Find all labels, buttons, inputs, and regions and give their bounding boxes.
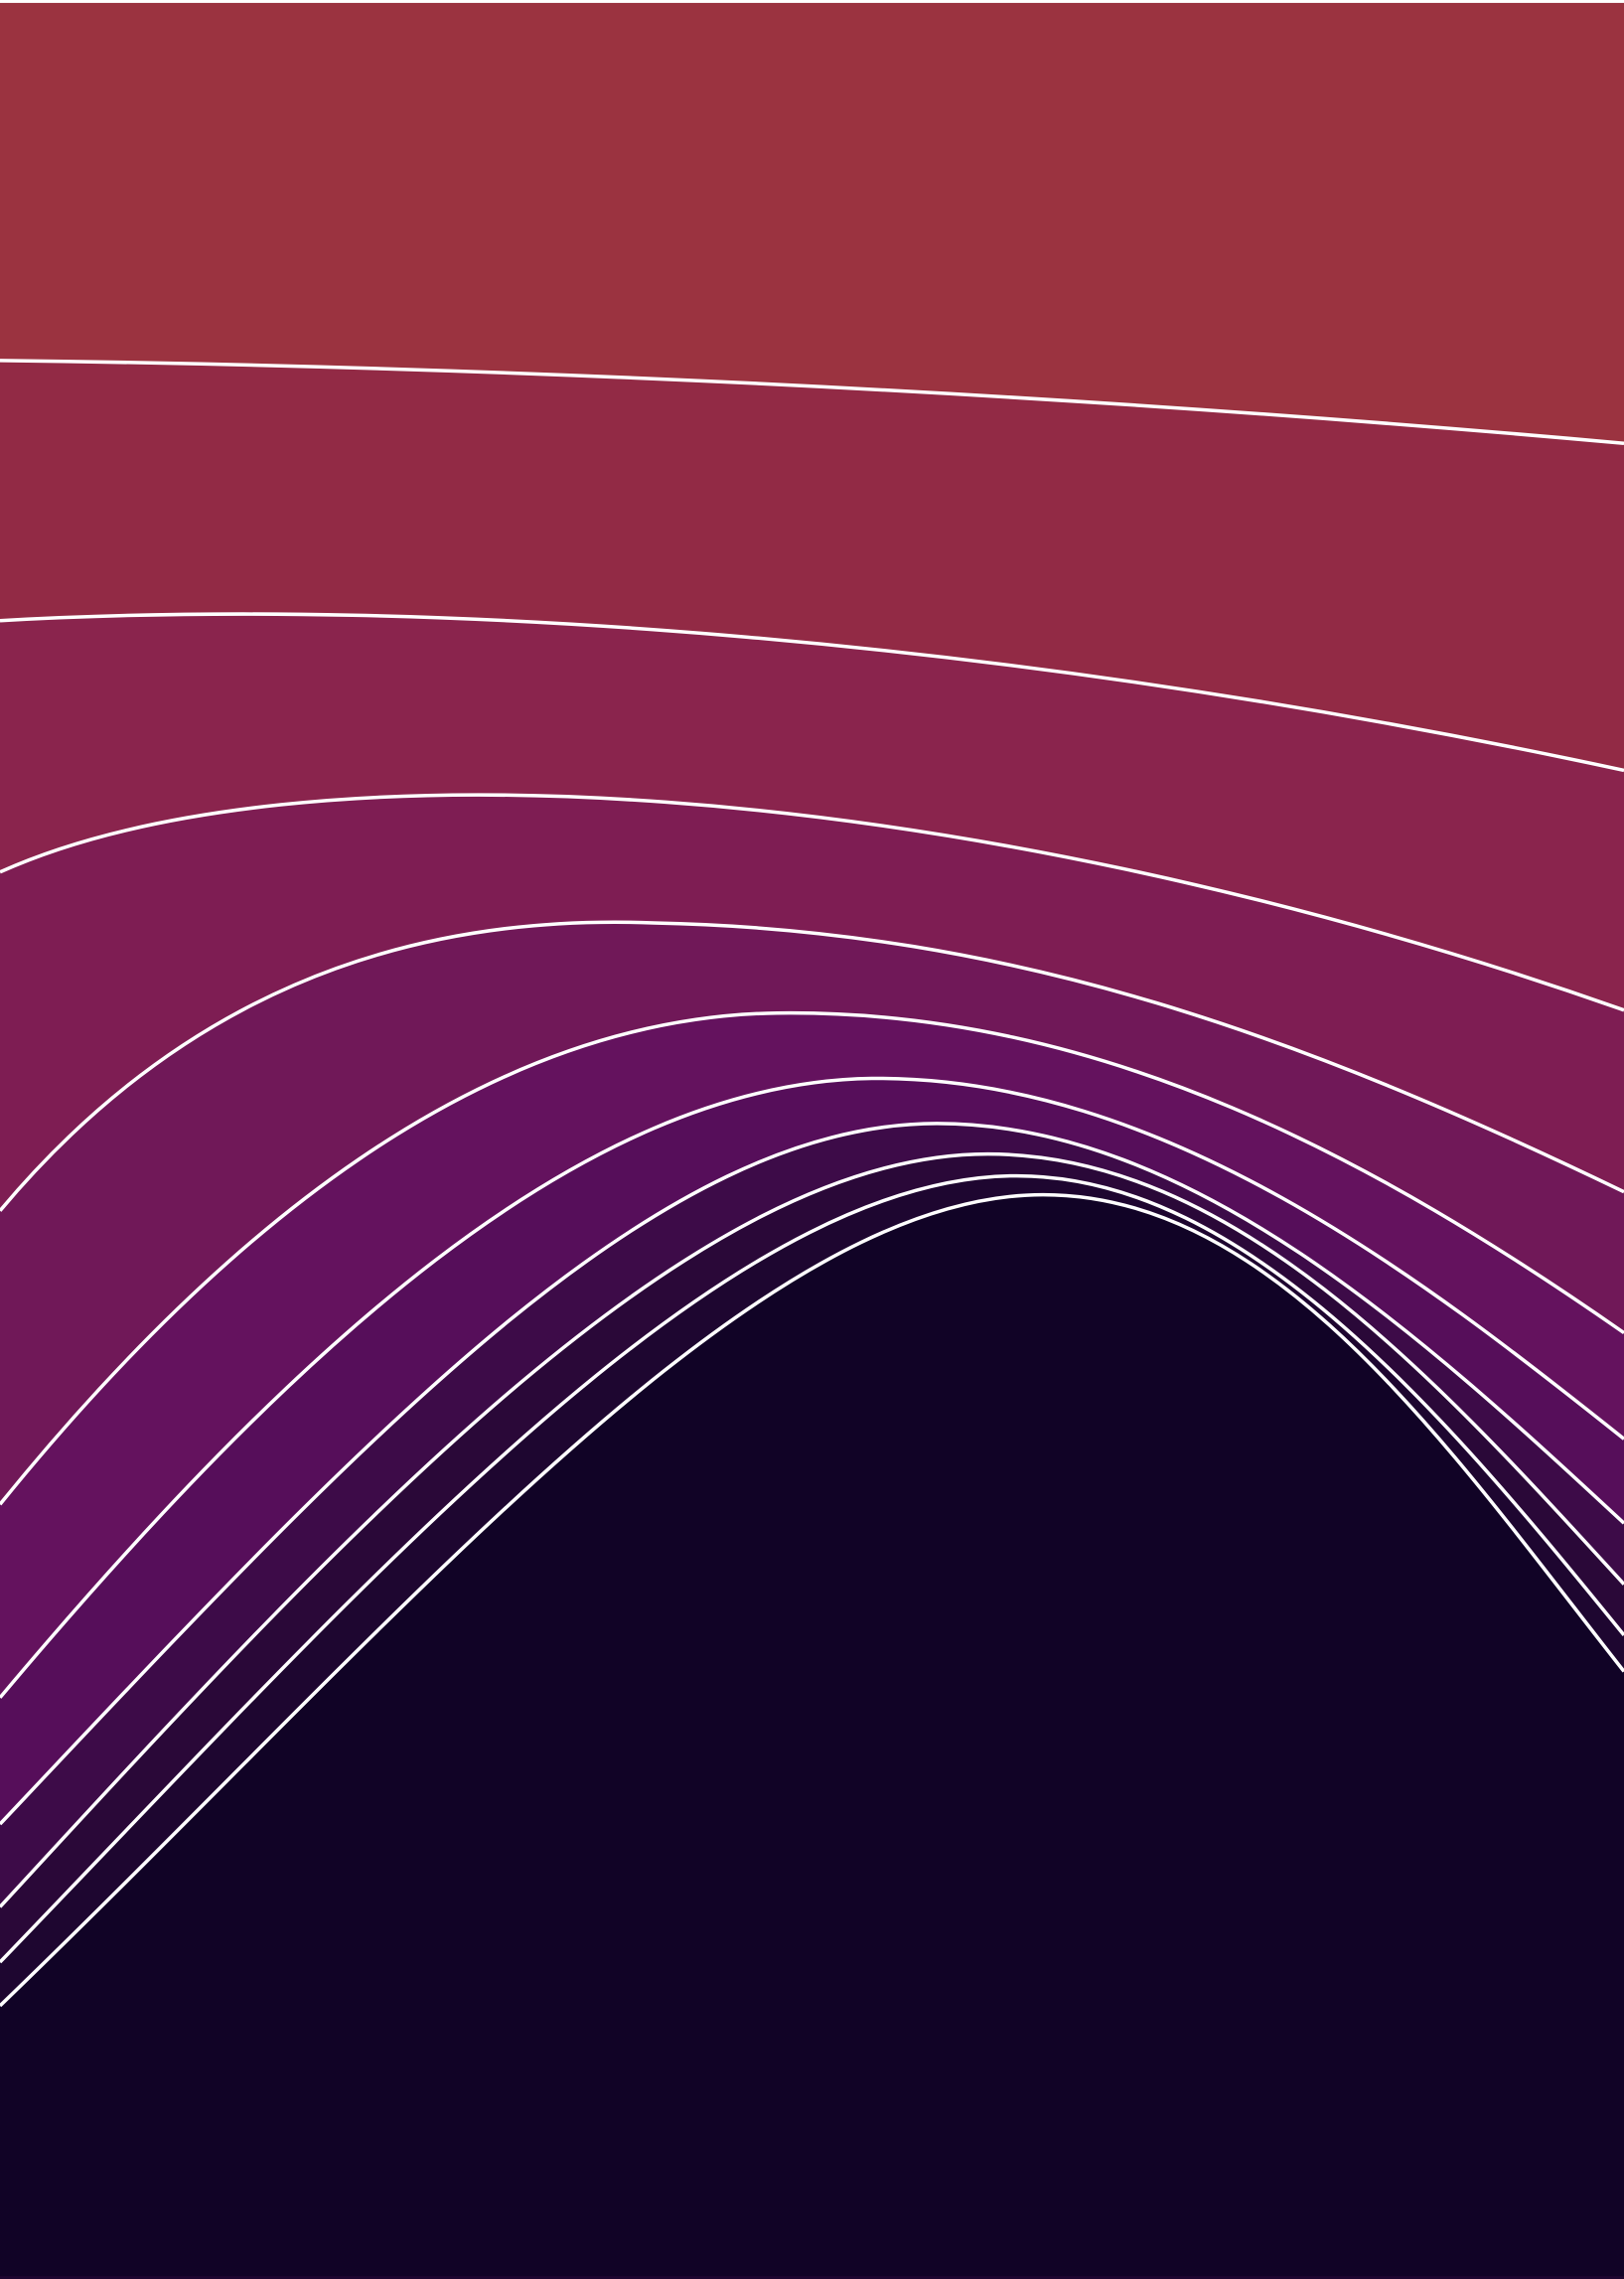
wave-line bbox=[0, 359, 1624, 445]
wave-line bbox=[0, 1076, 1624, 1699]
wave-line bbox=[0, 1151, 1624, 1908]
wave-line bbox=[0, 1010, 1624, 1506]
wave-line bbox=[0, 793, 1624, 1012]
bottom-band bbox=[0, 1194, 1624, 2277]
wave-line bbox=[0, 1173, 1624, 1964]
wave-line bbox=[0, 1122, 1624, 1826]
wave-line bbox=[0, 920, 1624, 1212]
wave-line bbox=[0, 1192, 1624, 2008]
wave-line bbox=[0, 612, 1624, 773]
